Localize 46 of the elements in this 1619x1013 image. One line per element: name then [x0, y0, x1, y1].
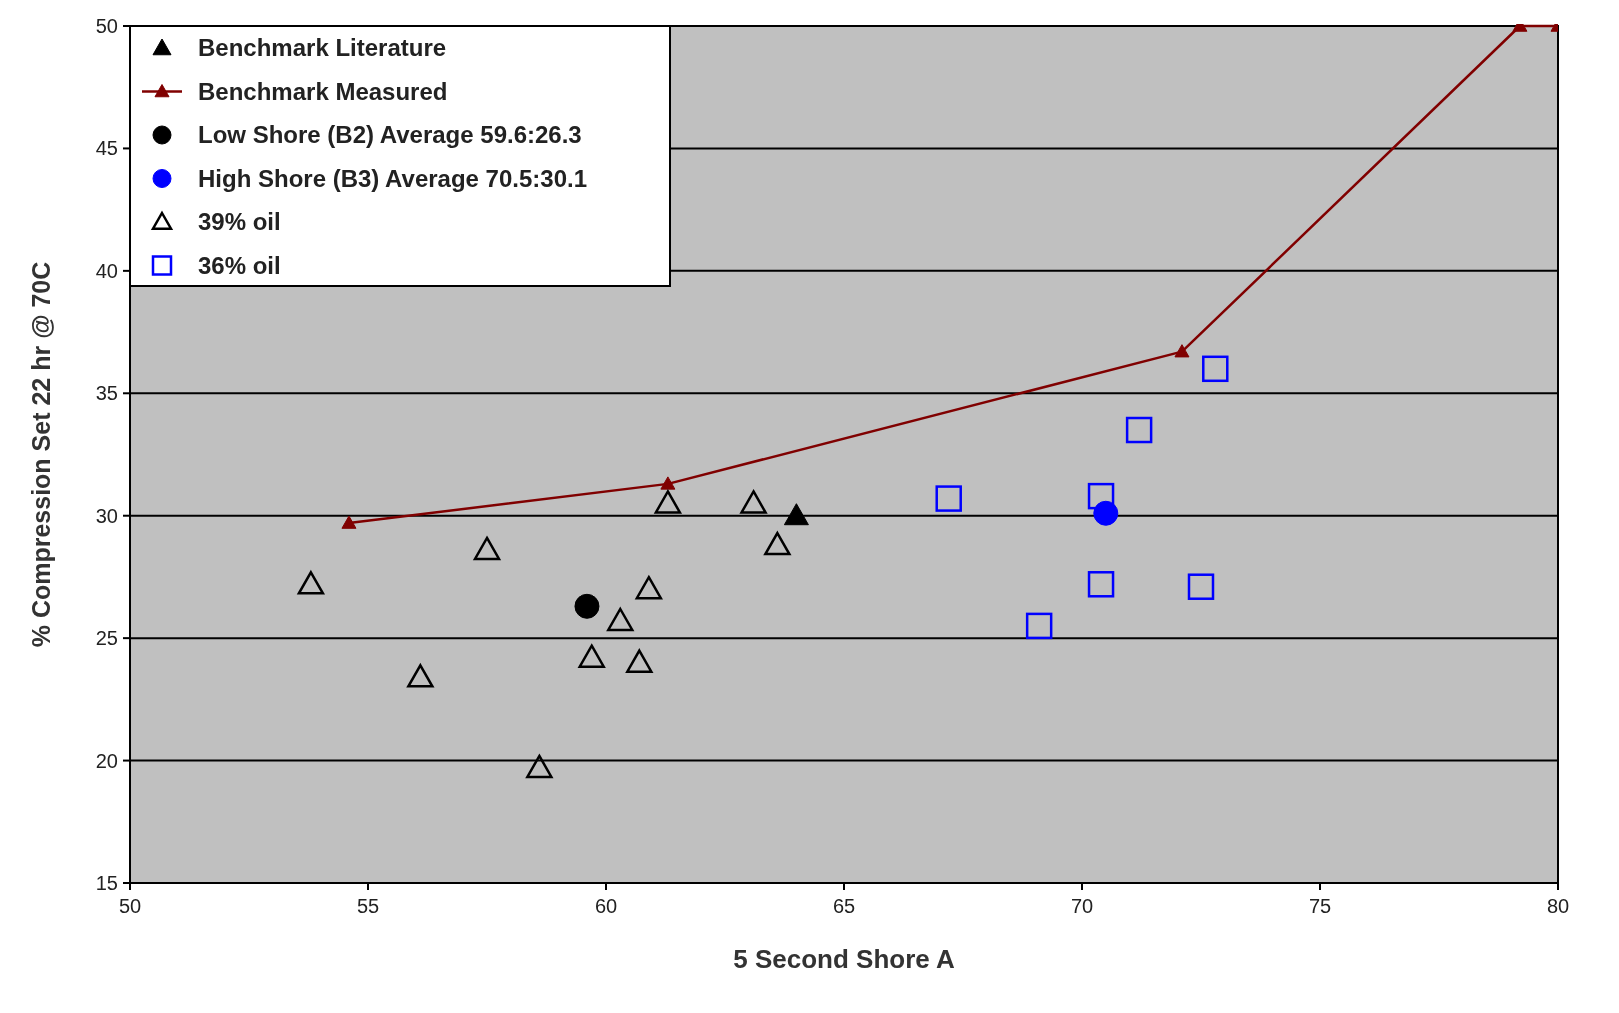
point [626, 649, 653, 673]
point [660, 476, 676, 490]
point [1187, 573, 1215, 600]
point [635, 575, 663, 600]
point [526, 754, 553, 779]
point [1087, 571, 1115, 598]
point [764, 531, 791, 556]
legend-label: Benchmark Measured [198, 77, 448, 105]
point [473, 536, 501, 561]
x-tick-label: 65 [832, 895, 856, 917]
point [297, 571, 325, 595]
y-tick-label: 50 [95, 15, 118, 37]
legend-label: 36% oil [198, 251, 281, 279]
point [1174, 344, 1190, 358]
x-tick-label: 60 [594, 895, 618, 917]
y-tick-label: 20 [95, 749, 118, 772]
point [783, 503, 809, 526]
point [740, 490, 767, 514]
y-tick-label: 40 [95, 259, 118, 282]
point [407, 664, 434, 688]
x-tick-label: 70 [1070, 895, 1094, 917]
point [341, 515, 357, 529]
point [1087, 482, 1115, 510]
point [607, 607, 634, 632]
point [1025, 612, 1053, 640]
x-tick-label: 80 [1546, 895, 1570, 917]
legend-label: Benchmark Literature [198, 34, 447, 61]
y-tick-label: 30 [95, 504, 118, 527]
x-tick-label: 55 [356, 895, 380, 917]
legend-label: 39% oil [198, 208, 281, 235]
y-axis-title: % Compression Set 22 hr @ 70C [27, 261, 55, 648]
point [574, 593, 600, 619]
y-tick-label: 15 [95, 872, 118, 894]
point [1202, 355, 1229, 383]
y-tick-label: 35 [95, 382, 118, 405]
y-tick-label: 25 [95, 627, 118, 650]
x-tick-label: 75 [1308, 895, 1332, 917]
point [935, 485, 962, 512]
point [578, 644, 605, 668]
point [654, 490, 682, 514]
legend-label: High Shore (B3) Average 70.5:30.1 [198, 164, 588, 192]
x-axis-title: 5 Second Shore A [733, 944, 955, 974]
x-tick-label: 50 [118, 895, 142, 917]
y-tick-label: 45 [95, 137, 118, 160]
legend-label: Low Shore (B2) Average 59.6:26.3 [198, 121, 582, 148]
point [1125, 416, 1153, 444]
